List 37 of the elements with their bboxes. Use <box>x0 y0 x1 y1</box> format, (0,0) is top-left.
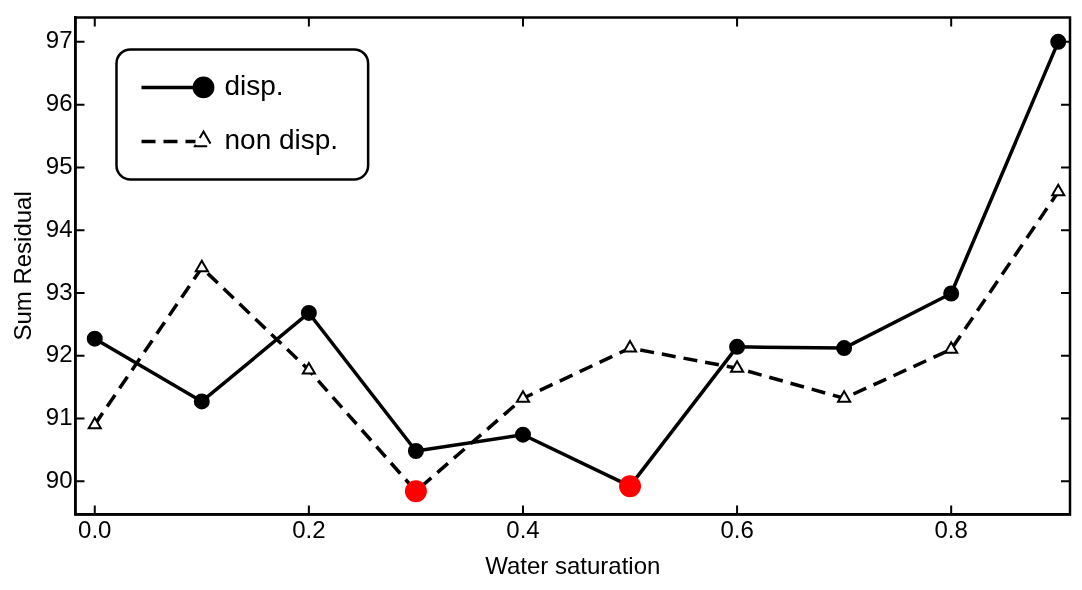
y-tick-label: 97 <box>45 26 73 54</box>
x-tick-label: 0.0 <box>78 516 112 544</box>
x-tick-label: 0.4 <box>506 516 540 544</box>
y-tick-label: 94 <box>45 214 73 242</box>
point <box>86 330 103 347</box>
legend-label: non disp. <box>224 124 339 156</box>
y-tick-label: 90 <box>45 465 73 493</box>
point <box>622 340 638 353</box>
point <box>730 360 745 373</box>
y-tick-label: 91 <box>45 403 73 431</box>
point <box>515 390 531 403</box>
y-tick-label: 96 <box>45 89 73 117</box>
y-tick-label: 92 <box>45 340 73 368</box>
x-tick-label: 0.6 <box>720 516 754 544</box>
point <box>836 340 853 357</box>
point <box>837 390 852 403</box>
point <box>1050 33 1067 50</box>
point <box>300 304 317 321</box>
point <box>943 285 960 302</box>
point <box>619 475 642 498</box>
y-tick-label: 95 <box>45 152 73 179</box>
point <box>514 426 531 443</box>
point <box>87 416 102 430</box>
x-tick-label: 0.2 <box>292 516 326 544</box>
x-axis-title: Water saturation <box>485 552 661 580</box>
point <box>194 259 209 273</box>
y-tick-label: 93 <box>45 277 73 305</box>
point <box>1051 183 1066 197</box>
x-tick-label: 0.8 <box>934 516 968 544</box>
point <box>404 480 427 503</box>
point <box>193 393 210 410</box>
point <box>301 362 316 375</box>
point <box>729 338 746 355</box>
point <box>407 443 424 460</box>
y-axis-title: Sum Residual <box>9 191 37 341</box>
legend-label: disp. <box>224 70 284 102</box>
point <box>944 341 959 354</box>
